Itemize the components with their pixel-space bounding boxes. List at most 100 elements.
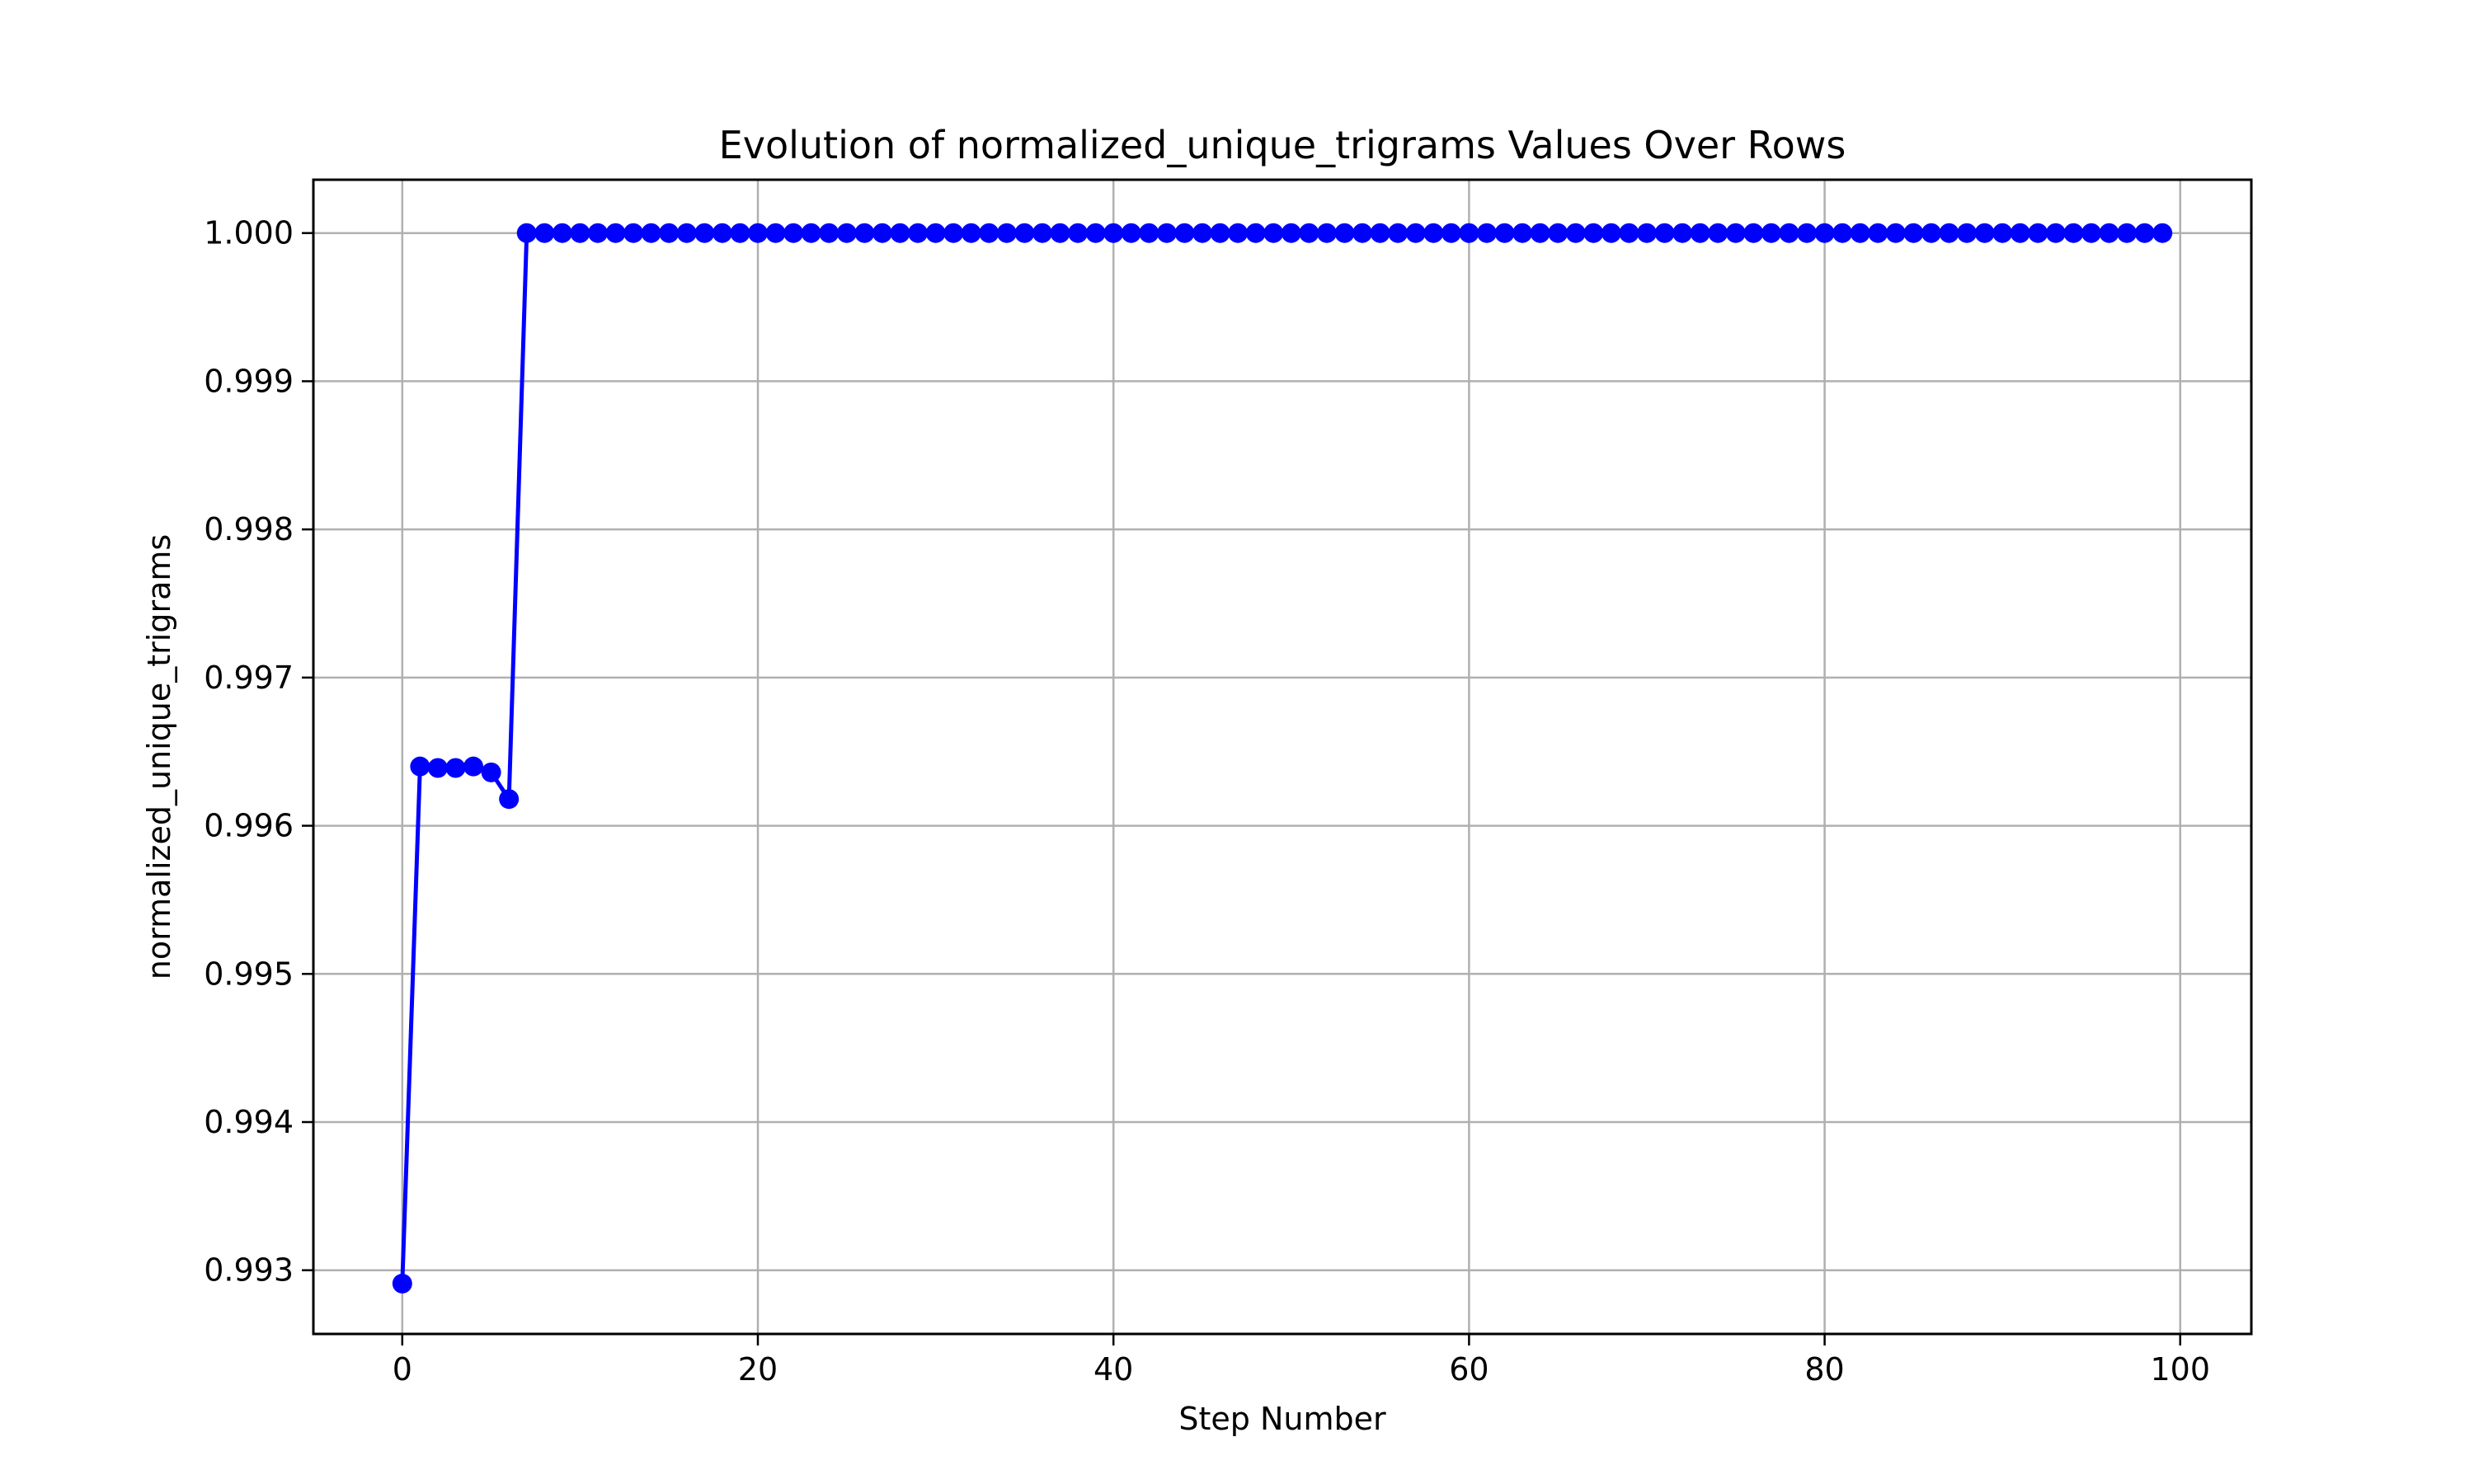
data-point: [481, 762, 501, 782]
data-point: [712, 223, 732, 243]
data-point: [534, 223, 555, 243]
data-point: [1885, 223, 1906, 243]
data-point: [2028, 223, 2048, 243]
data-point: [1868, 223, 1888, 243]
x-axis-label: Step Number: [1178, 1401, 1386, 1437]
data-point: [1459, 223, 1479, 243]
chart-title: Evolution of normalized_unique_trigrams …: [719, 123, 1846, 167]
data-point: [1103, 223, 1124, 243]
data-point: [659, 223, 680, 243]
data-point: [961, 223, 981, 243]
data-point: [1352, 223, 1373, 243]
data-point: [925, 223, 946, 243]
data-point: [1139, 223, 1159, 243]
data-point: [2045, 223, 2066, 243]
data-point: [623, 223, 644, 243]
data-point: [765, 223, 786, 243]
data-point: [1903, 223, 1924, 243]
data-point: [1281, 223, 1301, 243]
data-point: [1725, 223, 1746, 243]
x-tick-label: 0: [393, 1351, 412, 1388]
x-tick-label: 60: [1449, 1351, 1489, 1388]
data-point: [2099, 223, 2119, 243]
data-point: [1245, 223, 1266, 243]
y-tick-label: 0.997: [204, 660, 294, 696]
data-point: [1565, 223, 1586, 243]
y-tick-label: 0.996: [204, 808, 294, 844]
data-point: [1939, 223, 1959, 243]
data-point: [1690, 223, 1710, 243]
y-axis-label: normalized_unique_trigrams: [141, 534, 177, 979]
data-point: [1548, 223, 1569, 243]
y-tick-label: 0.999: [204, 363, 294, 399]
data-point: [1423, 223, 1444, 243]
x-tick-label: 100: [2150, 1351, 2210, 1388]
x-axis-ticks: 0 20 40 60 80 100: [393, 1334, 2210, 1388]
data-point: [1299, 223, 1319, 243]
data-point: [783, 223, 804, 243]
data-point: [499, 789, 520, 810]
data-point: [1405, 223, 1426, 243]
data-point: [854, 223, 875, 243]
data-point: [2063, 223, 2084, 243]
x-tick-label: 80: [1804, 1351, 1844, 1388]
data-point: [1957, 223, 1978, 243]
data-point: [605, 223, 626, 243]
data-point: [1619, 223, 1639, 243]
data-point: [641, 223, 661, 243]
data-point: [2010, 223, 2030, 243]
data-point: [1992, 223, 2013, 243]
data-point: [1654, 223, 1675, 243]
data-point: [996, 223, 1017, 243]
data-point: [1494, 223, 1515, 243]
data-point: [463, 756, 484, 777]
data-point: [1814, 223, 1835, 243]
series-markers: [392, 223, 2173, 1294]
data-point: [1228, 223, 1249, 243]
data-point: [1921, 223, 1941, 243]
data-point: [819, 223, 840, 243]
data-point: [1779, 223, 1799, 243]
data-point: [1121, 223, 1141, 243]
data-point: [1370, 223, 1390, 243]
data-point: [836, 223, 857, 243]
data-point: [1192, 223, 1212, 243]
data-point: [1672, 223, 1693, 243]
data-point: [1014, 223, 1035, 243]
data-point: [1476, 223, 1497, 243]
data-point: [1334, 223, 1355, 243]
data-point: [1601, 223, 1621, 243]
data-point: [2134, 223, 2155, 243]
data-point: [1530, 223, 1550, 243]
data-point: [1156, 223, 1177, 243]
data-point: [1708, 223, 1729, 243]
data-point: [445, 758, 466, 778]
data-point: [676, 223, 697, 243]
data-point: [747, 223, 768, 243]
data-point: [1388, 223, 1409, 243]
y-tick-label: 0.994: [204, 1104, 294, 1140]
data-point: [552, 223, 572, 243]
data-point: [587, 223, 608, 243]
data-point: [1032, 223, 1052, 243]
data-point: [1583, 223, 1604, 243]
data-point: [1316, 223, 1337, 243]
x-tick-label: 20: [738, 1351, 778, 1388]
data-point: [1050, 223, 1070, 243]
y-tick-label: 0.993: [204, 1252, 294, 1289]
data-point: [943, 223, 964, 243]
data-point: [410, 756, 430, 777]
data-point: [1068, 223, 1089, 243]
y-tick-label: 0.995: [204, 956, 294, 992]
y-tick-label: 1.000: [204, 215, 294, 251]
data-point: [570, 223, 590, 243]
data-point: [516, 223, 537, 243]
data-point: [979, 223, 999, 243]
data-point: [2081, 223, 2101, 243]
data-point: [1441, 223, 1461, 243]
data-point: [1832, 223, 1853, 243]
data-point: [2152, 223, 2173, 243]
data-point: [801, 223, 821, 243]
